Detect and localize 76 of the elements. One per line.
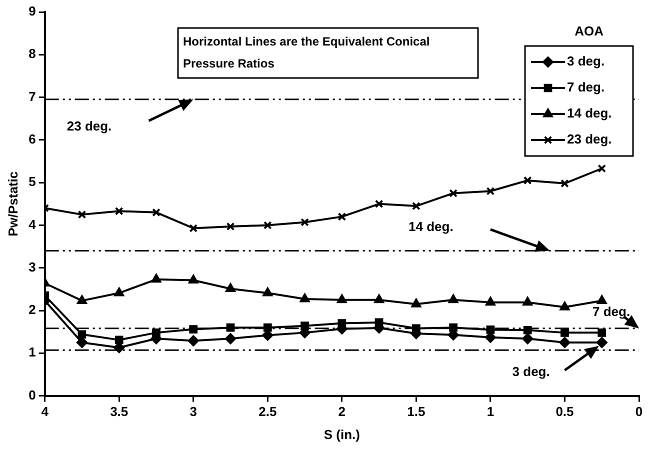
point bbox=[114, 206, 124, 216]
point bbox=[263, 323, 272, 332]
y-tick-label: 1 bbox=[28, 344, 36, 360]
ref-line-label: 14 deg. bbox=[408, 218, 454, 234]
point bbox=[78, 330, 86, 339]
y-tick-label: 0 bbox=[28, 387, 36, 402]
y-axis-title: Pw/Pstatic bbox=[5, 171, 20, 236]
x-axis-title: S (in.) bbox=[324, 426, 360, 442]
point bbox=[226, 283, 236, 292]
point bbox=[486, 186, 495, 196]
y-tick-label: 8 bbox=[28, 46, 36, 62]
point bbox=[449, 189, 458, 198]
point bbox=[486, 326, 495, 334]
legend-label: 23 deg. bbox=[567, 132, 612, 147]
point bbox=[188, 335, 199, 346]
y-tick-label: 5 bbox=[28, 174, 36, 190]
x-tick-label: 4 bbox=[41, 404, 50, 420]
legend-title: AOA bbox=[574, 24, 604, 39]
y-tick-label: 9 bbox=[28, 4, 36, 19]
ref-line-label: 3 deg. bbox=[512, 364, 550, 379]
y-tick-label: 4 bbox=[28, 216, 37, 232]
point bbox=[114, 288, 124, 296]
x-tick-label: 2.5 bbox=[258, 404, 277, 420]
point bbox=[598, 328, 606, 337]
x-tick-label: 1 bbox=[486, 404, 494, 420]
point bbox=[374, 294, 384, 304]
legend-label: 7 deg. bbox=[567, 80, 605, 95]
x-tick-label: 1.5 bbox=[407, 404, 426, 420]
point bbox=[151, 274, 162, 283]
y-tick-label: 2 bbox=[28, 302, 36, 318]
point bbox=[559, 336, 570, 348]
point bbox=[189, 325, 198, 334]
point bbox=[560, 179, 569, 188]
y-tick-label: 3 bbox=[28, 259, 36, 274]
point bbox=[338, 212, 346, 221]
point bbox=[300, 293, 310, 302]
point bbox=[486, 296, 496, 306]
point bbox=[188, 274, 198, 284]
point bbox=[262, 288, 273, 296]
x-tick-label: 0 bbox=[635, 404, 643, 420]
point bbox=[523, 176, 532, 185]
x-tick-label: 2 bbox=[338, 404, 346, 420]
point bbox=[152, 208, 160, 217]
point bbox=[522, 296, 532, 306]
point bbox=[448, 294, 458, 304]
point bbox=[189, 224, 198, 232]
point bbox=[596, 336, 608, 348]
legend-label: 14 deg. bbox=[567, 106, 612, 121]
point bbox=[263, 221, 272, 230]
y-tick-label: 7 bbox=[28, 88, 36, 104]
point bbox=[560, 302, 570, 310]
point bbox=[374, 200, 384, 208]
point bbox=[522, 333, 534, 344]
point bbox=[78, 210, 86, 219]
point bbox=[337, 294, 347, 304]
y-tick-label: 6 bbox=[28, 132, 36, 147]
point bbox=[77, 295, 87, 304]
point bbox=[523, 326, 532, 334]
x-tick-label: 0.5 bbox=[556, 404, 574, 420]
ref-line-label: 23 deg. bbox=[66, 118, 112, 134]
ref-line-label: 7 deg. bbox=[592, 304, 630, 320]
point bbox=[449, 323, 458, 332]
point bbox=[412, 202, 420, 210]
point bbox=[225, 333, 236, 344]
annotation: Horizontal Lines are the Equivalent Conical Pressure Ratios bbox=[183, 34, 430, 70]
point bbox=[411, 298, 422, 308]
point bbox=[596, 295, 607, 304]
x-tick-label: 3 bbox=[190, 404, 197, 420]
point bbox=[560, 328, 569, 337]
point bbox=[226, 222, 235, 231]
point bbox=[300, 218, 309, 226]
point bbox=[114, 336, 124, 344]
point bbox=[598, 164, 606, 173]
x-tick-label: 3.5 bbox=[110, 404, 128, 420]
legend-label: 3 deg. bbox=[567, 54, 605, 69]
point bbox=[226, 323, 235, 332]
